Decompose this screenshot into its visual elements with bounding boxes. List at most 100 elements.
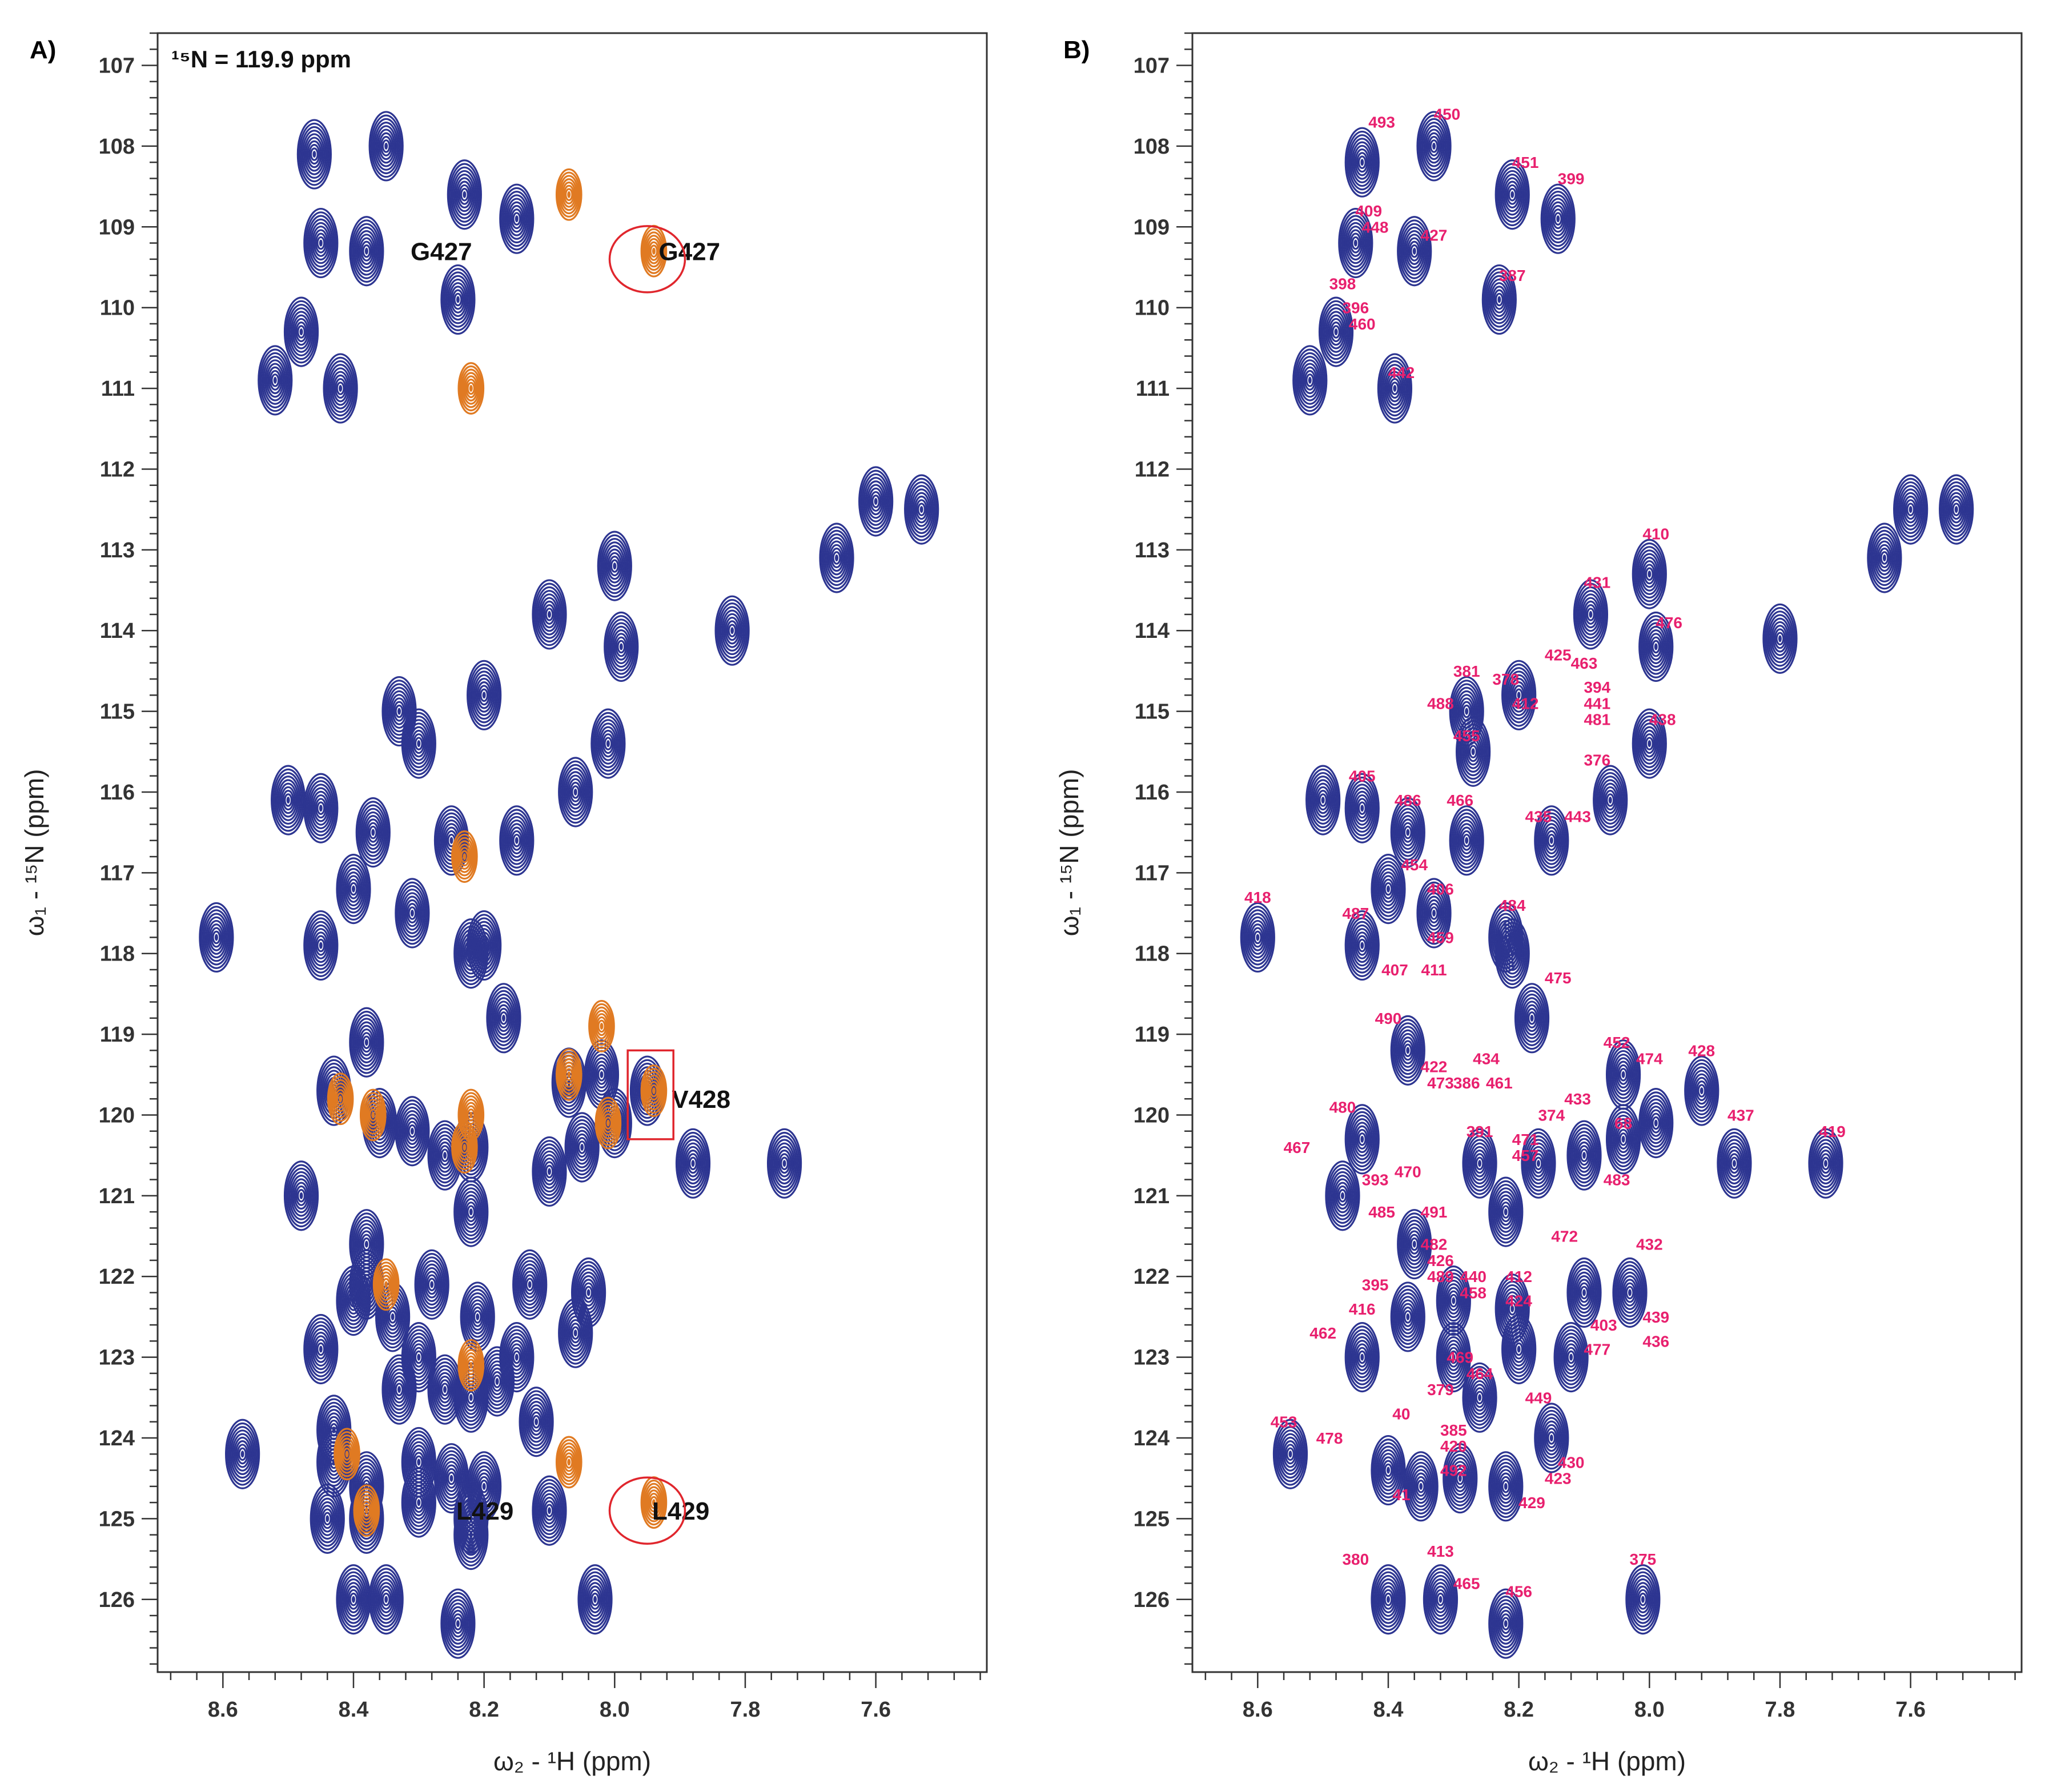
blue-peak xyxy=(303,207,339,279)
y-tick-label: 117 xyxy=(100,861,135,885)
residue-label: 394 xyxy=(1584,678,1610,696)
blue-peak xyxy=(1521,1128,1556,1199)
x-axis-label: ω₂ - ¹H (ppm) xyxy=(1528,1746,1686,1776)
residue-label: 478 xyxy=(1316,1429,1343,1447)
blue-peak xyxy=(1762,603,1798,674)
blue-peak xyxy=(271,765,306,835)
blue-peak xyxy=(1305,765,1341,835)
orange-peak xyxy=(640,224,668,278)
residue-label: 485 xyxy=(1368,1203,1395,1221)
residue-label: 455 xyxy=(1453,727,1480,745)
blue-peak xyxy=(512,1249,548,1320)
blue-peak xyxy=(1449,805,1484,876)
residue-label: 425 xyxy=(1545,646,1572,664)
blue-peak xyxy=(323,353,358,424)
blue-peak xyxy=(1494,918,1530,989)
blue-peak xyxy=(1534,1403,1569,1473)
residue-label: 440 xyxy=(1460,1268,1486,1285)
blue-peak xyxy=(1553,1322,1589,1393)
y-tick-label: 116 xyxy=(100,781,135,805)
residue-label: 450 xyxy=(1434,105,1461,123)
blue-peak xyxy=(296,119,332,190)
blue-peak xyxy=(1566,1257,1602,1328)
residue-label: 473 xyxy=(1427,1074,1454,1092)
y-tick-label: 123 xyxy=(99,1346,135,1370)
blue-peak xyxy=(440,264,476,335)
y-tick-label: 108 xyxy=(1134,135,1170,159)
y-tick-label: 107 xyxy=(99,54,135,78)
residue-label: 375 xyxy=(1630,1550,1657,1568)
residue-label: 456 xyxy=(1505,1583,1532,1601)
orange-peak xyxy=(353,1484,380,1537)
blue-peak xyxy=(349,216,384,287)
residue-label: 380 xyxy=(1342,1550,1369,1568)
orange-peak xyxy=(359,1088,387,1142)
blue-peak xyxy=(368,111,404,182)
residue-label: 464 xyxy=(1467,1365,1493,1383)
y-tick-label: 112 xyxy=(1135,457,1170,481)
residue-label: 423 xyxy=(1545,1470,1572,1488)
blue-peak xyxy=(604,611,639,682)
residue-label: 488 xyxy=(1427,694,1454,712)
blue-peak xyxy=(440,1588,476,1659)
residue-label: 391 xyxy=(1467,1123,1493,1140)
blue-peak xyxy=(577,1564,613,1635)
blue-peak xyxy=(1625,1564,1661,1635)
blue-peak xyxy=(453,918,489,989)
residue-label: 426 xyxy=(1427,1252,1454,1269)
residue-label: 472 xyxy=(1551,1228,1578,1245)
residue-label: 413 xyxy=(1427,1542,1454,1560)
y-tick-label: 109 xyxy=(1134,215,1170,239)
blue-peak xyxy=(1403,1451,1439,1522)
residue-label: 393 xyxy=(1362,1171,1389,1189)
blue-peak xyxy=(564,1112,600,1183)
x-tick-label: 7.6 xyxy=(1895,1698,1926,1722)
x-tick-label: 8.2 xyxy=(469,1698,499,1722)
blue-peak xyxy=(414,1249,449,1320)
residue-label: 454 xyxy=(1401,856,1428,874)
blue-peak xyxy=(1344,910,1380,981)
blue-peak xyxy=(1462,1128,1497,1199)
blue-peak xyxy=(1436,1322,1471,1393)
panel-letter: A) xyxy=(30,36,56,64)
blue-peak xyxy=(1272,1419,1308,1489)
blue-peak xyxy=(1939,474,1974,545)
blue-peak xyxy=(499,183,535,254)
contour-note: ¹⁵N = 119.9 ppm xyxy=(171,46,351,73)
blue-peak xyxy=(1390,1015,1425,1086)
blue-peak xyxy=(433,1443,469,1514)
residue-label: 422 xyxy=(1421,1058,1448,1076)
blue-peak xyxy=(597,531,632,601)
blue-peak xyxy=(1593,765,1628,835)
residue-label: 449 xyxy=(1525,1389,1552,1407)
residue-label: 41 xyxy=(1392,1486,1410,1504)
blue-peak xyxy=(349,1007,384,1078)
residue-label: 40 xyxy=(1392,1405,1410,1423)
plot-area xyxy=(199,111,939,1659)
residue-label: 379 xyxy=(1427,1381,1454,1399)
assignment-label: V428 xyxy=(672,1086,730,1114)
blue-peak xyxy=(1390,797,1425,868)
blue-peak xyxy=(590,708,626,779)
blue-peak xyxy=(1488,1588,1524,1659)
blue-peak xyxy=(558,757,593,827)
blue-peak xyxy=(904,474,939,545)
plot-area xyxy=(1240,111,1974,1659)
blue-peak xyxy=(1318,296,1354,367)
blue-peak xyxy=(381,1354,417,1425)
residue-label: 412 xyxy=(1505,1268,1532,1285)
residue-label: 477 xyxy=(1584,1340,1610,1358)
residue-label: 398 xyxy=(1329,275,1356,292)
residue-label: 466 xyxy=(1447,791,1473,809)
plot-frame xyxy=(1191,32,2023,1673)
blue-peak xyxy=(1488,1451,1524,1522)
blue-peak xyxy=(1325,1160,1360,1231)
orange-peak xyxy=(451,830,478,883)
y-tick-label: 124 xyxy=(1134,1427,1170,1451)
y-tick-label: 122 xyxy=(99,1265,135,1289)
residue-label: 420 xyxy=(1440,1437,1467,1455)
residue-label: 489 xyxy=(1427,1268,1454,1285)
residue-label: 385 xyxy=(1440,1421,1467,1439)
blue-peak xyxy=(1397,216,1432,287)
residue-label: 418 xyxy=(1244,889,1271,906)
